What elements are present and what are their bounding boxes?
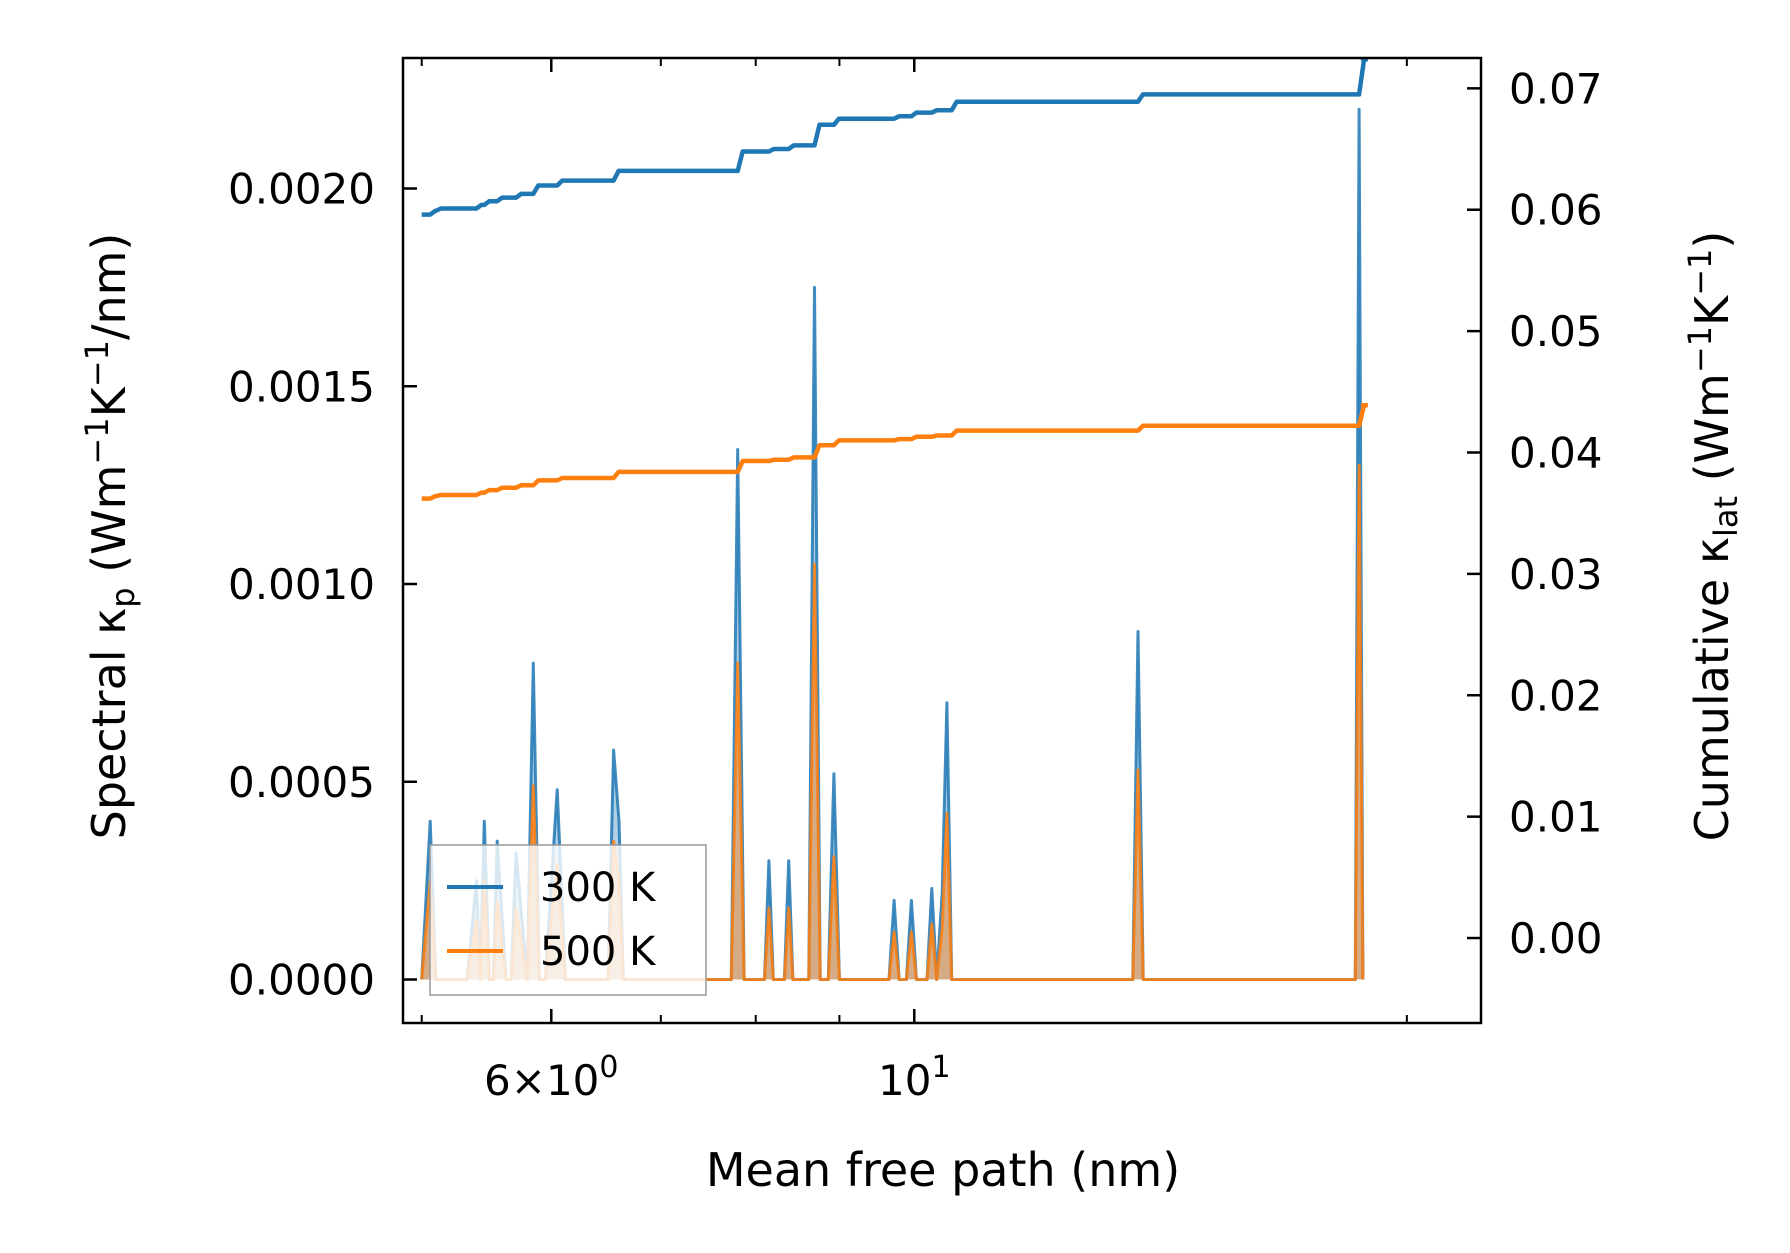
y-right-tick-label: 0.03 (1509, 550, 1603, 599)
y-right-tick-label: 0.01 (1509, 793, 1603, 842)
legend-label-500k: 500 K (540, 929, 657, 975)
x-tick-label: 6×100 (484, 1050, 618, 1105)
x-tick-label: 101 (878, 1050, 951, 1105)
legend-label-300k: 300 K (540, 865, 657, 911)
y-left-axis-title: Spectral κp (Wm−1K−1/nm) (78, 233, 142, 840)
cumulative-line-500k (421, 402, 1368, 501)
legend: 300 K 500 K (429, 844, 707, 996)
y-left-tick-label: 0.0015 (228, 362, 375, 411)
y-left-tick-label: 0.0020 (228, 165, 375, 214)
y-right-tick-label: 0.07 (1509, 64, 1603, 113)
cumulative-line-300k (421, 58, 1368, 217)
y-right-tick-label: 0.04 (1509, 428, 1603, 477)
y-right-tick-label: 0.05 (1509, 307, 1603, 356)
y-left-tick-label: 0.0005 (228, 758, 375, 807)
y-right-tick-label: 0.00 (1509, 914, 1603, 963)
y-right-tick-label: 0.02 (1509, 671, 1603, 720)
labels-layer: 6×100 101 0.0000 0.0005 0.0010 0.0015 0.0020 0.… (228, 64, 1602, 1105)
ticks-layer (403, 58, 1481, 1023)
plot-frame (401, 56, 1483, 1025)
y-right-tick-label: 0.06 (1509, 186, 1603, 235)
x-axis-title: Mean free path (nm) (706, 1143, 1180, 1197)
y-left-tick-label: 0.0010 (228, 560, 375, 609)
y-right-axis-title: Cumulative κlat (Wm−1K−1) (1681, 231, 1745, 842)
cumulative-layer (421, 58, 1368, 501)
y-left-tick-label: 0.0000 (228, 955, 375, 1004)
legend-box (429, 844, 707, 996)
